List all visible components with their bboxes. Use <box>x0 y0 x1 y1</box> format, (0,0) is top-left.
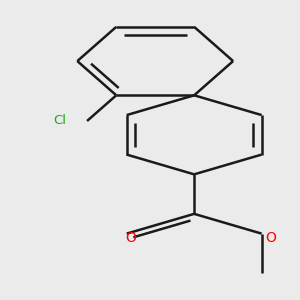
Text: O: O <box>125 231 136 245</box>
Text: Cl: Cl <box>53 115 66 128</box>
Text: O: O <box>266 231 276 244</box>
